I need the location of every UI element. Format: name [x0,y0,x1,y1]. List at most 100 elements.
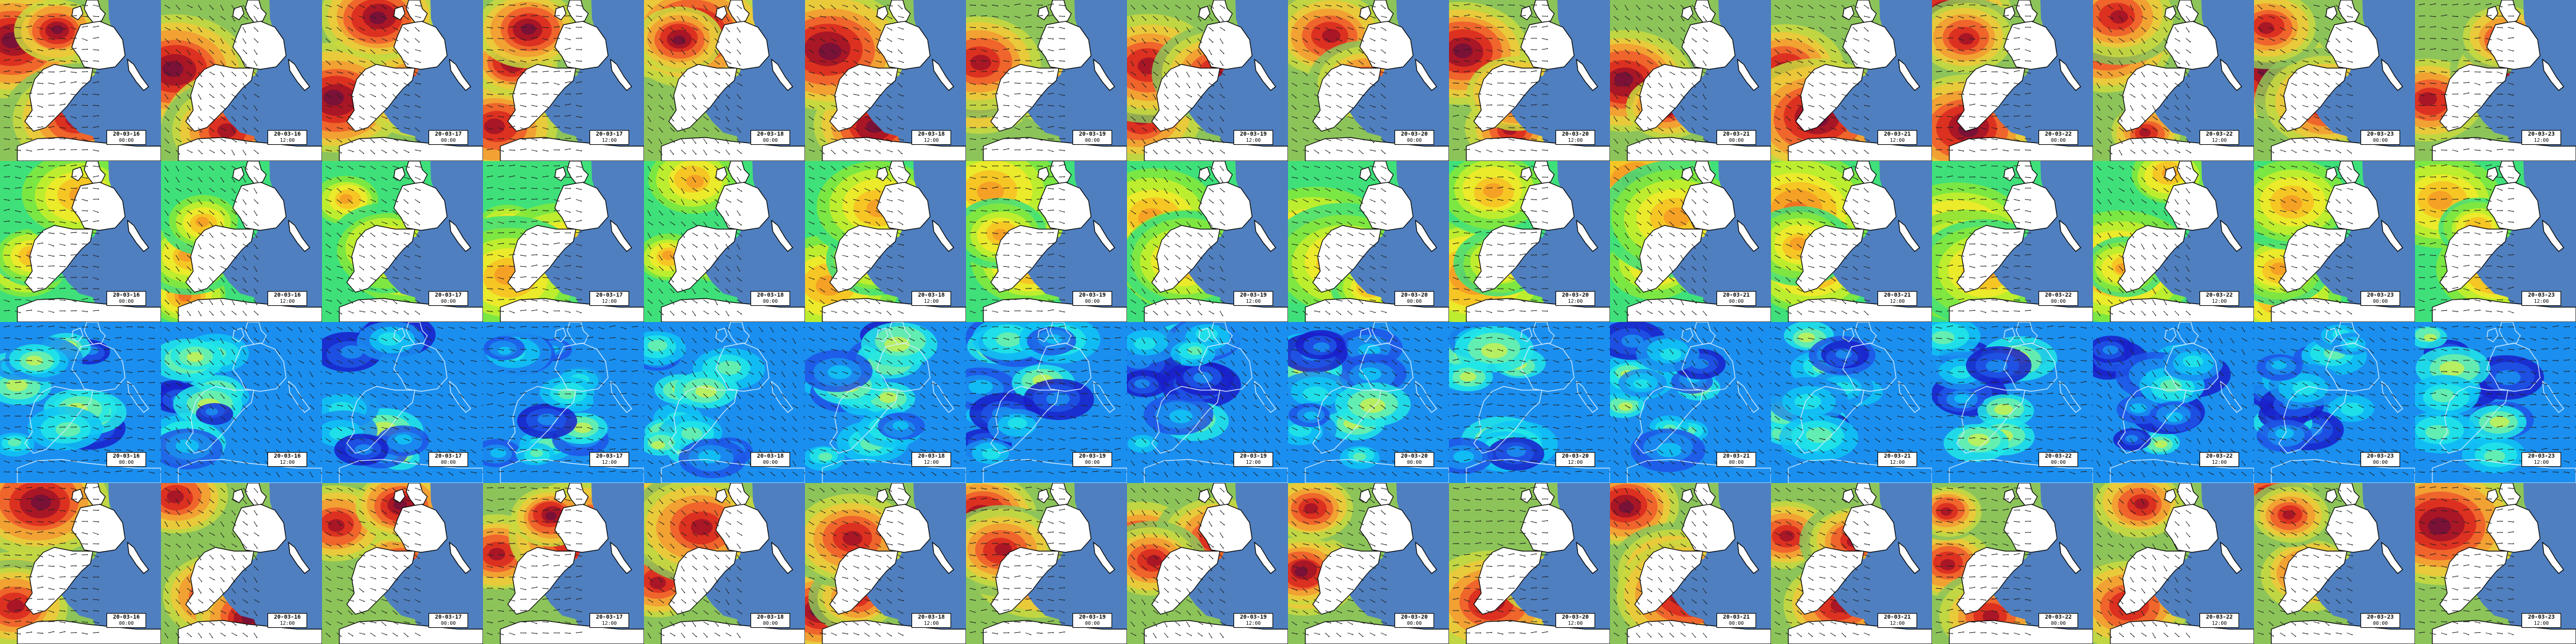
forecast-map [1610,161,1771,322]
forecast-date: 20-03-19 [1240,131,1266,137]
forecast-time: 00:00 [2373,137,2388,144]
forecast-date: 20-03-23 [2367,131,2393,137]
forecast-date: 20-03-19 [1079,614,1105,620]
forecast-map [161,0,322,161]
forecast-map [966,322,1127,483]
forecast-time: 12:00 [2534,298,2549,305]
forecast-date: 20-03-19 [1079,131,1105,137]
forecast-date: 20-03-23 [2528,131,2554,137]
forecast-date: 20-03-17 [596,131,622,137]
forecast-map [322,0,483,161]
map-tile: 20-03-16 00:00 [0,322,161,483]
forecast-map [2415,322,2576,483]
timestamp-label: 20-03-21 12:00 [1878,613,1917,628]
forecast-date: 20-03-16 [274,292,300,298]
forecast-date: 20-03-22 [2045,453,2071,459]
forecast-date: 20-03-16 [113,292,139,298]
timestamp-label: 20-03-23 12:00 [2522,452,2561,467]
timestamp-label: 20-03-23 00:00 [2361,291,2400,306]
forecast-time: 12:00 [2534,137,2549,144]
timestamp-label: 20-03-23 12:00 [2522,291,2561,306]
timestamp-label: 20-03-18 12:00 [912,452,951,467]
forecast-date: 20-03-23 [2367,453,2393,459]
forecast-map [1288,0,1449,161]
forecast-time: 00:00 [2373,620,2388,627]
map-tile: 20-03-18 00:00 [644,161,805,322]
forecast-date: 20-03-20 [1562,614,1588,620]
map-tile: 20-03-18 12:00 [805,161,966,322]
forecast-time: 00:00 [1407,459,1422,466]
map-tile: 20-03-20 00:00 [1288,483,1449,644]
map-tile: 20-03-19 00:00 [966,0,1127,161]
forecast-map [1932,161,2093,322]
forecast-time: 00:00 [2051,620,2066,627]
forecast-map [1610,0,1771,161]
map-tile: 20-03-16 12:00 [161,483,322,644]
map-tile: 20-03-19 00:00 [966,161,1127,322]
timestamp-label: 20-03-19 00:00 [1073,452,1112,467]
timestamp-label: 20-03-22 00:00 [2039,613,2078,628]
forecast-time: 12:00 [2212,137,2227,144]
forecast-date: 20-03-17 [596,453,622,459]
map-tile: 20-03-17 00:00 [322,322,483,483]
map-tile: 20-03-17 12:00 [483,161,644,322]
forecast-date: 20-03-20 [1562,292,1588,298]
forecast-time: 12:00 [1246,137,1261,144]
timestamp-label: 20-03-20 00:00 [1395,130,1434,145]
forecast-time: 00:00 [2051,137,2066,144]
forecast-time: 12:00 [1246,459,1261,466]
timestamp-label: 20-03-23 12:00 [2522,613,2561,628]
map-tile: 20-03-23 00:00 [2254,161,2415,322]
map-tile: 20-03-17 12:00 [483,0,644,161]
forecast-map [161,483,322,644]
timestamp-label: 20-03-21 12:00 [1878,130,1917,145]
map-tile: 20-03-21 00:00 [1610,483,1771,644]
forecast-time: 00:00 [1085,459,1100,466]
forecast-map [2093,483,2254,644]
map-tile: 20-03-18 12:00 [805,0,966,161]
map-tile: 20-03-16 12:00 [161,0,322,161]
timestamp-label: 20-03-22 00:00 [2039,452,2078,467]
timestamp-label: 20-03-17 00:00 [429,613,468,628]
map-tile: 20-03-18 12:00 [805,483,966,644]
forecast-time: 12:00 [602,459,617,466]
forecast-map [483,483,644,644]
timestamp-label: 20-03-18 00:00 [751,613,790,628]
map-tile: 20-03-19 00:00 [966,483,1127,644]
timestamp-label: 20-03-23 00:00 [2361,130,2400,145]
forecast-time: 00:00 [1085,298,1100,305]
forecast-date: 20-03-22 [2045,614,2071,620]
forecast-date: 20-03-22 [2206,614,2232,620]
forecast-time: 00:00 [441,459,456,466]
map-tile: 20-03-21 12:00 [1771,483,1932,644]
timestamp-label: 20-03-22 00:00 [2039,130,2078,145]
map-tile: 20-03-21 12:00 [1771,322,1932,483]
forecast-date: 20-03-18 [918,292,944,298]
forecast-map [2093,161,2254,322]
timestamp-label: 20-03-23 00:00 [2361,613,2400,628]
forecast-map [2093,0,2254,161]
map-tile: 20-03-19 12:00 [1127,161,1288,322]
timestamp-label: 20-03-18 00:00 [751,130,790,145]
timestamp-label: 20-03-16 00:00 [107,613,146,628]
forecast-date: 20-03-17 [435,453,461,459]
forecast-map [805,161,966,322]
map-tile: 20-03-22 00:00 [1932,322,2093,483]
timestamp-label: 20-03-18 00:00 [751,452,790,467]
forecast-map [1449,483,1610,644]
map-tile: 20-03-17 00:00 [322,0,483,161]
forecast-map [1771,483,1932,644]
timestamp-label: 20-03-17 12:00 [590,613,629,628]
map-tile: 20-03-23 12:00 [2415,322,2576,483]
map-tile: 20-03-22 12:00 [2093,0,2254,161]
forecast-date: 20-03-21 [1884,453,1910,459]
forecast-date: 20-03-16 [113,453,139,459]
forecast-time: 12:00 [1890,298,1905,305]
forecast-map [1288,161,1449,322]
map-tile: 20-03-19 12:00 [1127,483,1288,644]
forecast-time: 00:00 [1085,137,1100,144]
forecast-map [1610,483,1771,644]
forecast-time: 12:00 [2212,620,2227,627]
forecast-map [0,483,161,644]
forecast-time: 12:00 [280,298,295,305]
